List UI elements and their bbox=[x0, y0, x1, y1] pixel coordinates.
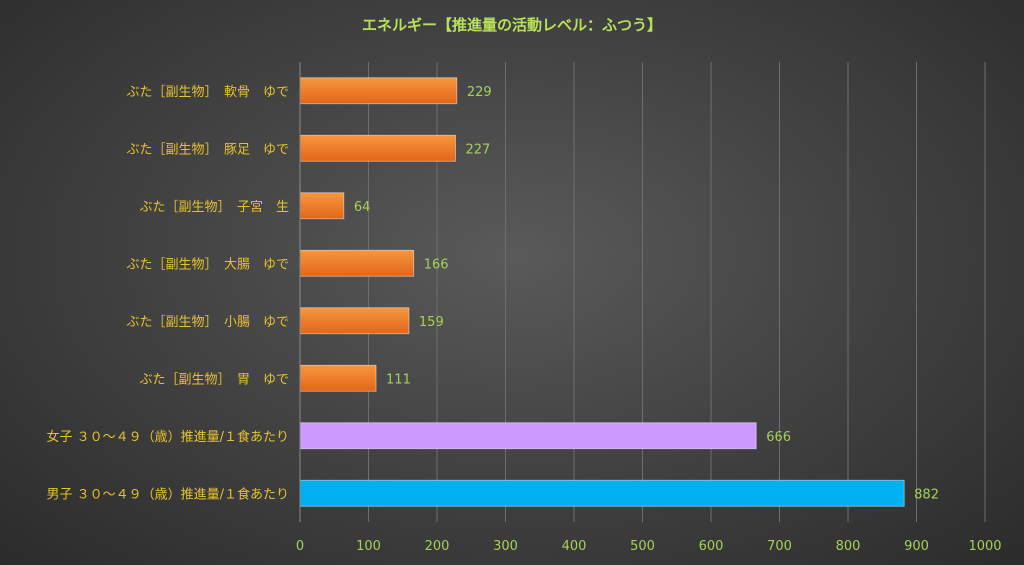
category-label: ぶた［副生物］ 豚足 ゆで bbox=[126, 142, 289, 157]
gridlines bbox=[368, 62, 986, 522]
data-label: 111 bbox=[386, 372, 411, 387]
category-label: ぶた［副生物］ 大腸 ゆで bbox=[126, 257, 289, 272]
bar bbox=[299, 479, 905, 507]
data-label: 166 bbox=[424, 257, 449, 272]
x-tick-label: 900 bbox=[904, 539, 929, 554]
x-tick-label: 1000 bbox=[968, 539, 1001, 554]
bar bbox=[299, 192, 345, 220]
data-label: 666 bbox=[766, 430, 791, 445]
category-label: 女子 ３０～４９（歳）推進量/１食あたり bbox=[46, 429, 289, 445]
x-tick-label: 0 bbox=[296, 539, 304, 554]
x-tick-label: 800 bbox=[836, 539, 861, 554]
bar bbox=[299, 422, 757, 450]
bars bbox=[299, 77, 905, 507]
bar bbox=[299, 249, 415, 277]
data-labels: 229 227 64 166 159 111 666 882 bbox=[354, 85, 939, 503]
x-tick-label: 700 bbox=[767, 539, 792, 554]
category-label: ぶた［副生物］ 子宮 生 bbox=[139, 199, 289, 215]
category-label: ぶた［副生物］ 小腸 ゆで bbox=[126, 315, 289, 330]
x-tick-label: 300 bbox=[493, 539, 518, 554]
data-label: 882 bbox=[914, 487, 939, 502]
x-tick-label: 600 bbox=[699, 539, 724, 554]
x-tick-labels: 0 100 200 300 400 500 600 700 800 900 1000 bbox=[296, 539, 1002, 554]
chart-title: エネルギー【推進量の活動レベル：ふつう】 bbox=[362, 16, 662, 34]
x-tick-label: 200 bbox=[425, 539, 450, 554]
x-tick-label: 100 bbox=[356, 539, 381, 554]
x-tick-label: 500 bbox=[630, 539, 655, 554]
bar bbox=[299, 364, 377, 392]
data-label: 229 bbox=[467, 85, 492, 100]
data-label: 227 bbox=[465, 142, 490, 157]
data-label: 159 bbox=[419, 315, 444, 330]
bar bbox=[299, 307, 410, 335]
category-label: ぶた［副生物］ 軟骨 ゆで bbox=[126, 84, 289, 100]
bar bbox=[299, 77, 458, 105]
category-label: ぶた［副生物］ 胃 ゆで bbox=[139, 372, 289, 387]
bar bbox=[299, 134, 456, 162]
category-label: 男子 ３０～４９（歳）推進量/１食あたり bbox=[46, 486, 289, 502]
data-label: 64 bbox=[354, 200, 371, 215]
x-tick-label: 400 bbox=[562, 539, 587, 554]
